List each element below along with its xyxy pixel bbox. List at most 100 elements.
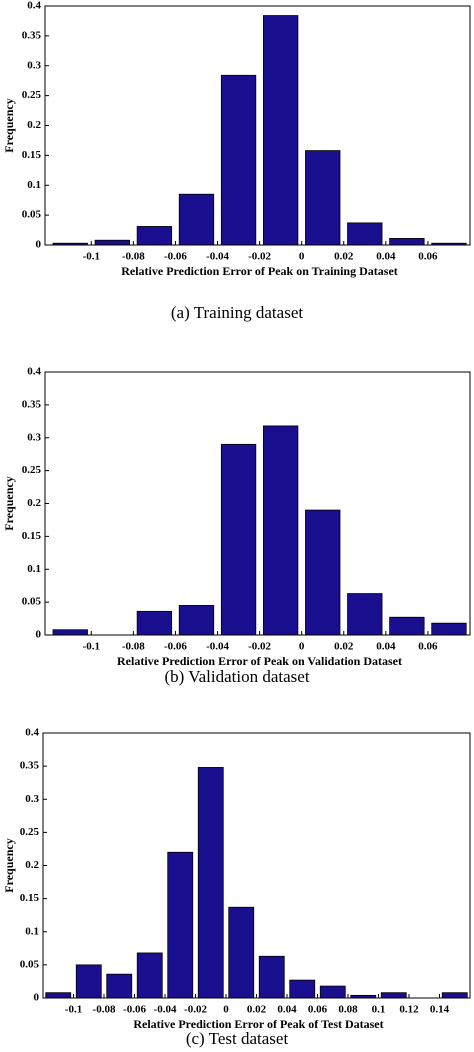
y-tick-label: 0.4 bbox=[27, 0, 41, 12]
y-tick-label: 0.2 bbox=[27, 119, 41, 131]
caption: (c) Test dataset bbox=[186, 1029, 289, 1048]
bar bbox=[258, 955, 285, 999]
y-tick-label: 0.3 bbox=[25, 793, 39, 805]
bar bbox=[305, 150, 341, 246]
bar bbox=[178, 193, 215, 246]
bar bbox=[389, 238, 425, 246]
bar bbox=[289, 979, 316, 999]
bar bbox=[136, 610, 173, 636]
x-tick-label: -0.06 bbox=[164, 251, 187, 263]
y-tick-label: 0.35 bbox=[20, 760, 40, 772]
bar bbox=[106, 973, 133, 999]
y-tick-label: 0.05 bbox=[22, 596, 42, 608]
x-tick-label: 0.06 bbox=[308, 1004, 328, 1016]
x-tick-label: 0 bbox=[299, 251, 305, 263]
y-tick-label: 0.3 bbox=[27, 59, 41, 71]
y-tick-label: 0.15 bbox=[20, 892, 40, 904]
bar bbox=[431, 622, 467, 636]
x-tick-label: -0.06 bbox=[123, 1004, 146, 1016]
bar bbox=[52, 629, 88, 636]
bar bbox=[347, 222, 383, 246]
y-tick-label: 0.15 bbox=[22, 149, 42, 161]
bar bbox=[45, 992, 72, 999]
plot-frame bbox=[42, 732, 471, 999]
plot-frame bbox=[44, 371, 471, 636]
y-tick-label: 0.35 bbox=[22, 398, 42, 410]
x-tick-label: 0.04 bbox=[376, 641, 396, 653]
y-tick-label: 0.35 bbox=[22, 29, 42, 41]
y-tick-label: 0.05 bbox=[22, 209, 42, 221]
y-tick-label: 0 bbox=[36, 629, 42, 641]
bar bbox=[178, 605, 215, 636]
y-tick-label: 0.05 bbox=[20, 958, 40, 970]
x-tick-label: 0.08 bbox=[338, 1004, 358, 1016]
bar bbox=[220, 74, 257, 246]
y-tick-label: 0.25 bbox=[22, 89, 42, 101]
x-tick-label: -0.08 bbox=[122, 641, 145, 653]
y-tick-label: 0.1 bbox=[25, 925, 39, 937]
x-tick-label: -0.04 bbox=[154, 1004, 177, 1016]
bar bbox=[262, 425, 299, 636]
y-tick-label: 0.15 bbox=[22, 530, 42, 542]
x-tick-label: 0.02 bbox=[247, 1004, 267, 1016]
y-axis-label: Frequency bbox=[2, 838, 16, 892]
x-tick-label: 0.02 bbox=[334, 641, 354, 653]
y-tick-label: 0.25 bbox=[20, 826, 40, 838]
x-tick-label: 0.04 bbox=[277, 1004, 297, 1016]
y-tick-label: 0.1 bbox=[27, 179, 41, 191]
x-tick-label: 0.12 bbox=[399, 1004, 419, 1016]
plot-frame bbox=[44, 5, 471, 246]
x-tick-label: -0.1 bbox=[83, 251, 100, 263]
x-tick-label: -0.1 bbox=[65, 1004, 82, 1016]
x-tick-label: 0.14 bbox=[430, 1004, 450, 1016]
x-tick-label: -0.06 bbox=[164, 641, 187, 653]
x-tick-label: -0.1 bbox=[83, 641, 100, 653]
bar bbox=[319, 985, 346, 999]
bar bbox=[136, 952, 163, 999]
y-tick-label: 0.1 bbox=[27, 563, 41, 575]
bar bbox=[441, 992, 468, 999]
bar bbox=[228, 906, 255, 999]
bar bbox=[136, 226, 173, 246]
bar bbox=[167, 851, 194, 999]
y-tick-label: 0 bbox=[34, 992, 40, 1004]
x-tick-label: -0.04 bbox=[206, 251, 229, 263]
y-tick-label: 0.2 bbox=[27, 497, 41, 509]
x-tick-label: 0.1 bbox=[372, 1004, 386, 1016]
bar bbox=[305, 509, 341, 636]
bar bbox=[262, 15, 299, 246]
x-tick-label: 0.02 bbox=[334, 251, 354, 263]
y-tick-label: 0.3 bbox=[27, 431, 41, 443]
caption: (a) Training dataset bbox=[171, 303, 303, 322]
bar bbox=[94, 239, 130, 246]
x-tick-label: -0.02 bbox=[184, 1004, 207, 1016]
x-tick-label: 0.04 bbox=[376, 251, 396, 263]
x-tick-label: -0.02 bbox=[248, 641, 271, 653]
y-tick-label: 0.4 bbox=[27, 366, 41, 378]
y-tick-label: 0 bbox=[36, 239, 42, 251]
bar bbox=[389, 616, 425, 636]
y-axis-label: Frequency bbox=[2, 476, 16, 530]
y-tick-label: 0.4 bbox=[25, 727, 39, 739]
x-tick-label: -0.02 bbox=[248, 251, 271, 263]
bar bbox=[197, 767, 224, 999]
x-tick-label: 0 bbox=[223, 1004, 229, 1016]
x-tick-label: 0 bbox=[299, 641, 305, 653]
x-axis-label: Relative Prediction Error of Peak on Tra… bbox=[121, 264, 398, 278]
bar bbox=[75, 964, 102, 999]
x-axis-label: Relative Prediction Error of Peak on Val… bbox=[117, 654, 402, 668]
x-tick-label: -0.08 bbox=[122, 251, 145, 263]
bar bbox=[347, 593, 383, 636]
y-tick-label: 0.25 bbox=[22, 464, 42, 476]
y-tick-label: 0.2 bbox=[25, 859, 39, 871]
x-tick-label: 0.06 bbox=[418, 251, 438, 263]
x-tick-label: 0.06 bbox=[418, 641, 438, 653]
bar bbox=[220, 443, 257, 636]
bar bbox=[380, 992, 407, 999]
x-axis-label: Relative Prediction Error of Peak of Tes… bbox=[133, 1017, 383, 1031]
y-axis-label: Frequency bbox=[2, 98, 16, 152]
caption: (b) Validation dataset bbox=[164, 667, 309, 686]
x-tick-label: -0.04 bbox=[206, 641, 229, 653]
x-tick-label: -0.08 bbox=[93, 1004, 116, 1016]
